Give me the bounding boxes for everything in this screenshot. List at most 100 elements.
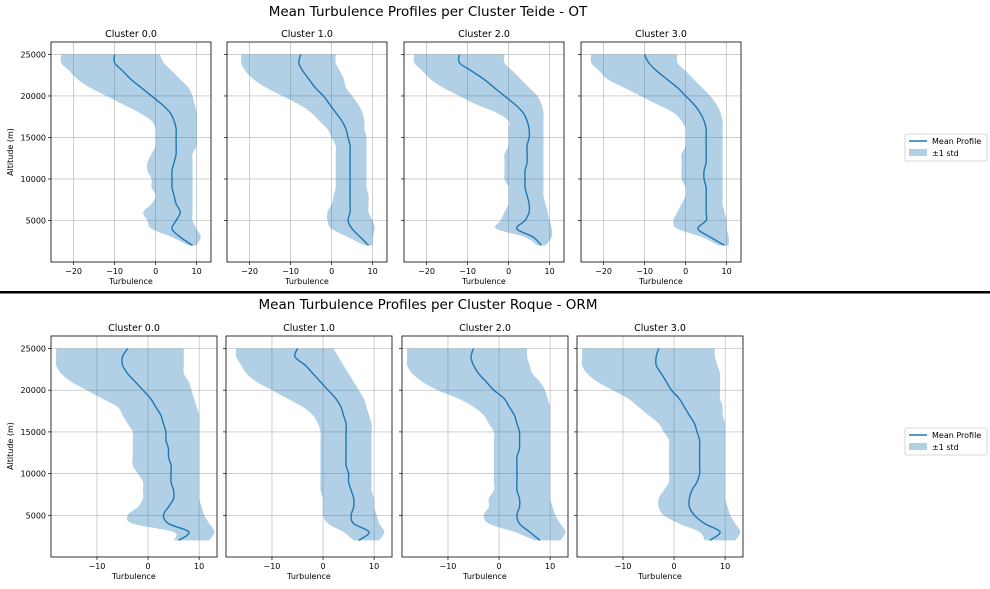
x-axis-label: Turbulence xyxy=(462,572,507,581)
chart-title: Mean Turbulence Profiles per Cluster Tei… xyxy=(269,4,588,20)
x-tick-label: 0 xyxy=(671,562,676,571)
panel-title: Cluster 1.0 xyxy=(281,29,333,40)
x-tick-label: 10 xyxy=(192,267,202,276)
legend: Mean Profile ±1 std xyxy=(904,427,988,456)
cluster-panel: Cluster 2.0 −20 −10 0 10 Turbulence xyxy=(401,29,565,286)
std-band xyxy=(235,348,385,541)
std-band xyxy=(55,348,215,541)
mean-profile-line xyxy=(121,348,190,541)
panel-frame xyxy=(403,41,565,263)
panel-frame xyxy=(50,335,218,558)
x-tick-label: 0 xyxy=(145,562,150,571)
y-tick-label: 20000 xyxy=(21,92,46,101)
x-tick-label: −20 xyxy=(65,267,82,276)
y-tick-label: 25000 xyxy=(21,50,46,59)
y-axis-label: Altitude (m) xyxy=(6,422,15,470)
y-tick-label: 5000 xyxy=(26,511,46,520)
x-tick-label: 0 xyxy=(496,562,501,571)
x-tick-label: −20 xyxy=(418,267,435,276)
x-tick-label: 10 xyxy=(545,267,555,276)
x-axis-label: Turbulence xyxy=(638,277,683,286)
x-tick-label: −10 xyxy=(615,562,632,571)
legend-std-label: ±1 std xyxy=(932,149,959,158)
figure-divider xyxy=(0,291,990,294)
x-axis-label: Turbulence xyxy=(461,277,506,286)
x-tick-label: −10 xyxy=(89,562,106,571)
x-tick-label: 0 xyxy=(683,267,688,276)
x-tick-label: −10 xyxy=(440,562,457,571)
x-tick-label: 0 xyxy=(153,267,158,276)
cluster-panel: Cluster 3.0 −10 0 10 Turbulence xyxy=(574,323,744,581)
y-tick-label: 10000 xyxy=(21,470,46,479)
mean-profile-line xyxy=(293,348,370,541)
mean-profile-line xyxy=(654,348,721,541)
x-tick-label: 0 xyxy=(329,267,334,276)
x-tick-label: −10 xyxy=(459,267,476,276)
mean-profile-line xyxy=(298,54,370,246)
cluster-panel: Cluster 1.0 −20 −10 0 10 Turbulence xyxy=(224,29,388,286)
x-tick-label: −10 xyxy=(264,562,281,571)
x-tick-label: −20 xyxy=(241,267,258,276)
std-band xyxy=(60,54,201,246)
x-tick-label: 0 xyxy=(506,267,511,276)
legend: Mean Profile ±1 std xyxy=(904,133,988,162)
legend-std-label: ±1 std xyxy=(932,443,959,452)
x-tick-label: 10 xyxy=(368,267,378,276)
x-axis-label: Turbulence xyxy=(286,572,331,581)
panel-frame xyxy=(576,335,744,558)
x-tick-label: −20 xyxy=(595,267,612,276)
x-axis-label: Turbulence xyxy=(108,277,153,286)
panel-group-teide: Cluster 0.0−20 −10 0 10Turbulence5000100001… xyxy=(21,29,742,286)
y-axis-label: Altitude (m) xyxy=(6,128,15,176)
mean-profile-line xyxy=(470,348,541,541)
y-tick-label: 10000 xyxy=(21,175,46,184)
chart-teide: Mean Turbulence Profiles per Cluster Tei… xyxy=(6,4,988,286)
std-band xyxy=(241,54,375,246)
x-tick-label: 10 xyxy=(722,267,732,276)
mean-profile-line xyxy=(643,54,725,247)
panel-frame xyxy=(226,41,388,263)
panel-frame xyxy=(580,41,742,263)
y-tick-label: 15000 xyxy=(21,428,46,437)
chart-title: Mean Turbulence Profiles per Cluster Roq… xyxy=(259,297,598,313)
cluster-panel: Cluster 0.0 −20 −10 0 10 Turbulence 5000 10000 1… xyxy=(21,29,212,286)
x-axis-label: Turbulence xyxy=(111,572,156,581)
x-tick-label: 10 xyxy=(720,562,730,571)
y-tick-label: 5000 xyxy=(26,216,46,225)
x-axis-label: Turbulence xyxy=(284,277,329,286)
x-tick-label: 10 xyxy=(369,562,379,571)
y-tick-label: 15000 xyxy=(21,133,46,142)
mean-profile-line xyxy=(457,54,542,246)
panel-frame xyxy=(50,41,212,263)
x-tick-label: 10 xyxy=(545,562,555,571)
y-tick-label: 25000 xyxy=(21,345,46,354)
std-band xyxy=(581,348,741,541)
chart-roque: Mean Turbulence Profiles per Cluster Roq… xyxy=(6,297,988,581)
mean-profile-line xyxy=(113,54,193,246)
panel-group-roque: Cluster 0.0 −10 0 10 Turbulence 5000 10000 1500… xyxy=(21,323,744,581)
panel-title: Cluster 3.0 xyxy=(634,323,686,334)
x-tick-label: −10 xyxy=(636,267,653,276)
x-tick-label: 10 xyxy=(194,562,204,571)
legend-fill-swatch xyxy=(909,443,927,450)
cluster-panel: Cluster 0.0 −10 0 10 Turbulence 5000 10000 1500… xyxy=(21,323,218,581)
panel-frame xyxy=(401,335,569,558)
x-tick-label: −10 xyxy=(106,267,123,276)
x-axis-label: Turbulence xyxy=(637,572,682,581)
cluster-panel: Cluster 2.0 −10 0 10 Turbulence xyxy=(399,323,569,581)
legend-mean-label: Mean Profile xyxy=(932,137,981,146)
legend-fill-swatch xyxy=(909,149,927,156)
panel-title: Cluster 3.0 xyxy=(635,29,687,40)
std-band xyxy=(590,54,729,246)
legend-mean-label: Mean Profile xyxy=(932,431,981,440)
std-band xyxy=(413,54,553,246)
y-tick-label: 20000 xyxy=(21,386,46,395)
panel-title: Cluster 2.0 xyxy=(459,323,511,334)
panel-title: Cluster 0.0 xyxy=(108,323,160,334)
std-band xyxy=(406,348,566,541)
cluster-panel: Cluster 3.0 −20 −10 0 10 Turbulence xyxy=(578,29,742,286)
panel-frame xyxy=(225,335,393,558)
panel-title: Cluster 1.0 xyxy=(283,323,335,334)
panel-title: Cluster 0.0 xyxy=(105,29,157,40)
